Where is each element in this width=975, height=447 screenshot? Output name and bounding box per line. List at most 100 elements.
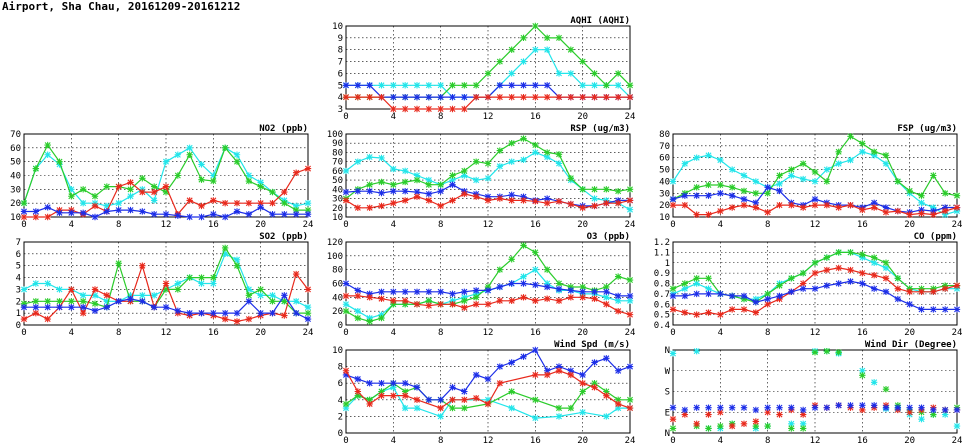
- data-point-red: [591, 384, 598, 391]
- data-point-green: [669, 285, 677, 292]
- data-point-red: [579, 204, 586, 211]
- data-point-blue: [103, 304, 111, 311]
- data-point-red: [603, 392, 610, 399]
- data-point-green: [257, 183, 264, 190]
- data-point-red: [918, 210, 925, 217]
- data-point-blue: [366, 82, 373, 89]
- data-point-blue: [567, 287, 575, 294]
- data-point-red: [354, 292, 362, 300]
- y-tick-label: 0: [338, 429, 343, 439]
- data-point-blue: [894, 295, 902, 303]
- x-tick-label: 24: [625, 436, 636, 446]
- data-point-red: [437, 301, 444, 308]
- data-point-green: [508, 388, 515, 395]
- data-point-red: [717, 409, 724, 416]
- data-point-green: [461, 167, 468, 175]
- chart-no2: 0 4 8 12 16 20 24 10 20 30 40 50 60 70 NO2 (ppb): [10, 124, 313, 230]
- data-point-cyan: [579, 409, 586, 416]
- data-point-blue: [894, 404, 902, 411]
- data-point-red: [835, 264, 842, 272]
- data-point-red: [413, 193, 421, 200]
- data-point-red: [705, 411, 712, 418]
- data-point-green: [941, 190, 949, 197]
- data-point-green: [366, 181, 373, 188]
- data-point-red: [390, 105, 397, 113]
- data-point-blue: [681, 292, 689, 300]
- y-tick-label: E: [665, 408, 670, 418]
- data-point-red: [449, 197, 456, 204]
- x-tick-label: 0: [21, 328, 26, 338]
- data-point-red: [941, 207, 949, 215]
- data-point-red: [425, 302, 433, 309]
- data-point-cyan: [555, 160, 563, 167]
- data-point-cyan: [717, 156, 724, 164]
- data-point-green: [198, 274, 205, 281]
- data-point-red: [342, 93, 350, 101]
- data-point-red: [292, 270, 300, 278]
- data-point-red: [603, 199, 610, 207]
- data-point-red: [894, 285, 902, 292]
- data-point-blue: [257, 309, 264, 317]
- y-tick-label: 70: [332, 158, 343, 168]
- data-point-blue: [532, 346, 539, 354]
- data-point-green: [764, 290, 771, 298]
- data-point-red: [603, 301, 610, 308]
- data-point-red: [354, 93, 362, 101]
- data-point-green: [776, 172, 783, 179]
- x-tick-label: 20: [577, 436, 588, 446]
- data-point-blue: [401, 93, 409, 101]
- data-point-red: [579, 93, 586, 101]
- data-point-red: [894, 207, 902, 215]
- data-point-red: [449, 301, 456, 308]
- data-point-blue: [508, 191, 515, 199]
- data-point-cyan: [245, 286, 253, 293]
- data-point-cyan: [941, 211, 949, 218]
- data-point-blue: [221, 213, 229, 221]
- x-tick-label: 0: [343, 220, 348, 230]
- data-point-cyan: [788, 172, 795, 179]
- data-point-red: [44, 213, 51, 221]
- series-green: [342, 135, 634, 202]
- data-point-red: [32, 309, 40, 317]
- data-point-green: [390, 301, 397, 308]
- data-point-blue: [532, 82, 539, 89]
- data-point-red: [532, 297, 539, 304]
- data-point-cyan: [425, 176, 433, 184]
- data-point-blue: [669, 292, 677, 300]
- data-layer: [669, 133, 961, 218]
- y-tick-label: 0.6: [654, 300, 670, 310]
- data-point-cyan: [472, 176, 480, 184]
- x-tick-label: 16: [530, 220, 541, 230]
- data-point-green: [139, 175, 146, 182]
- data-point-red: [472, 93, 480, 101]
- data-point-green: [245, 177, 253, 185]
- series-line-green: [345, 137, 631, 200]
- data-point-red: [532, 371, 539, 379]
- data-point-green: [378, 388, 385, 395]
- data-point-blue: [918, 404, 925, 411]
- data-point-green: [603, 283, 610, 291]
- data-point-red: [139, 262, 146, 269]
- data-point-red: [281, 312, 288, 319]
- data-point-green: [269, 188, 276, 196]
- x-tick-label: 24: [952, 220, 963, 230]
- data-point-blue: [870, 199, 878, 206]
- data-point-cyan: [390, 165, 397, 173]
- data-point-red: [281, 188, 288, 196]
- page-title: Airport, Sha Chau, 20161209-20161212: [2, 0, 241, 13]
- data-point-green: [532, 249, 539, 256]
- x-tick-label: 20: [904, 220, 915, 230]
- data-point-red: [555, 297, 563, 304]
- data-point-red: [139, 188, 146, 196]
- data-point-cyan: [579, 82, 586, 89]
- data-point-cyan: [496, 163, 504, 170]
- data-point-green: [859, 140, 866, 147]
- x-tick-label: 24: [625, 112, 636, 122]
- data-point-cyan: [413, 82, 421, 89]
- y-tick-label: 90: [332, 139, 343, 149]
- series-blue: [669, 278, 961, 313]
- data-point-blue: [906, 301, 913, 308]
- data-point-red: [461, 105, 468, 113]
- data-point-red: [68, 286, 75, 293]
